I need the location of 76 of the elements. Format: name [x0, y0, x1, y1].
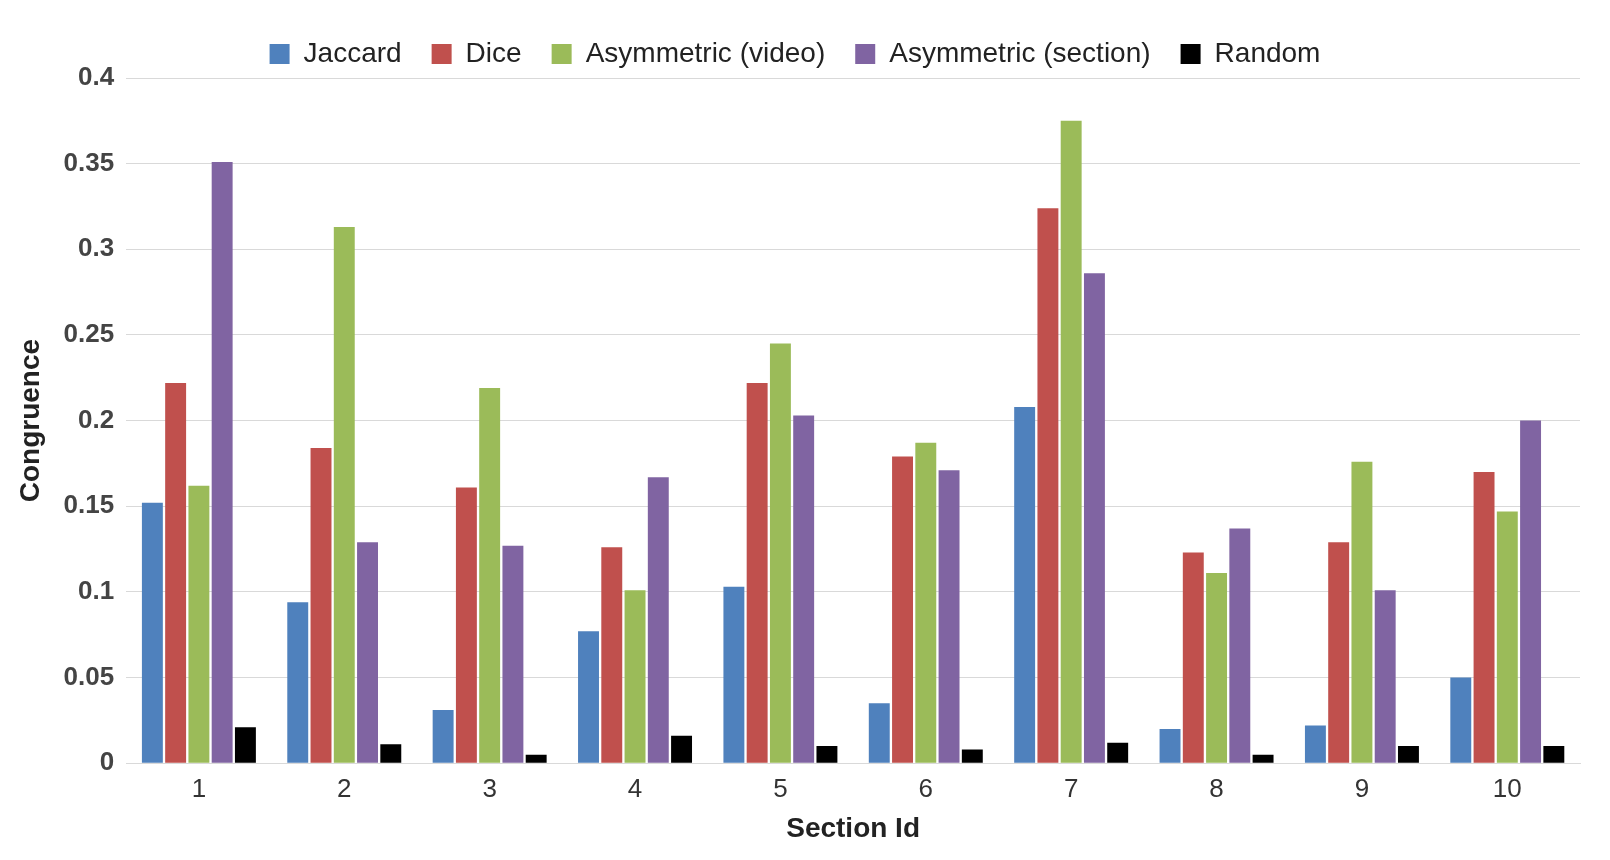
bar	[234, 727, 256, 763]
bar	[769, 343, 791, 763]
bar	[525, 754, 547, 763]
x-tick-label: 10	[1492, 772, 1522, 803]
y-tick-label: 0.1	[78, 575, 115, 606]
y-tick-label: 0.25	[63, 318, 115, 349]
bar	[380, 744, 402, 763]
bar	[188, 485, 210, 763]
y-tick-label: 0.3	[78, 232, 115, 263]
bar	[1107, 742, 1129, 763]
x-tick-label: 7	[1063, 772, 1079, 803]
bar	[1037, 208, 1059, 763]
bar	[455, 487, 477, 763]
bar	[578, 631, 599, 763]
bar	[1229, 528, 1251, 763]
legend-label: Jaccard	[303, 36, 402, 68]
bar	[479, 388, 501, 763]
y-tick-label: 0.4	[78, 61, 115, 92]
y-tick-label: 0.35	[63, 146, 115, 177]
bar	[647, 477, 669, 763]
bar	[1083, 273, 1105, 763]
y-tick-label: 0.2	[78, 403, 115, 434]
bar	[333, 227, 355, 763]
bar	[502, 545, 524, 763]
bar	[1473, 471, 1495, 763]
x-tick-label: 1	[191, 772, 207, 803]
bar	[1304, 725, 1326, 763]
bar	[1206, 573, 1228, 763]
y-tick-label: 0.15	[63, 489, 115, 520]
x-tick-label: 8	[1209, 772, 1224, 803]
y-tick-label: 0	[99, 746, 115, 777]
bar	[1374, 590, 1396, 763]
x-tick-label: 3	[482, 772, 497, 803]
legend-label: Asymmetric (section)	[889, 36, 1151, 68]
bar	[915, 442, 937, 763]
bar	[1351, 461, 1373, 763]
legend-label: Dice	[465, 36, 522, 68]
x-tick-label: 6	[918, 772, 934, 803]
bar	[892, 456, 913, 763]
bar	[1397, 746, 1419, 763]
legend-label: Random	[1214, 36, 1321, 68]
legend-label: Asymmetric (video)	[585, 36, 826, 68]
y-axis-title: Congruence	[13, 338, 45, 503]
bar	[1496, 511, 1518, 763]
bar	[141, 502, 163, 763]
bar	[793, 415, 815, 763]
bar	[287, 602, 309, 763]
bar	[1182, 552, 1204, 763]
x-axis-title: Section Id	[786, 811, 920, 843]
bar	[1520, 420, 1542, 763]
x-tick-label: 2	[337, 772, 352, 803]
bar	[938, 470, 960, 763]
bar	[432, 710, 454, 763]
bar	[211, 161, 233, 763]
bar	[1450, 677, 1472, 763]
bar	[310, 448, 332, 763]
bar	[624, 590, 646, 763]
bar	[1252, 754, 1274, 763]
bar	[601, 547, 623, 763]
bar	[671, 735, 693, 763]
x-tick-label: 4	[627, 772, 643, 803]
bar	[1060, 120, 1082, 763]
bar	[165, 382, 187, 763]
bar	[868, 703, 890, 763]
bar	[816, 746, 838, 763]
bar	[746, 382, 768, 763]
bar	[961, 749, 983, 763]
bar	[1159, 728, 1181, 763]
bar	[1014, 406, 1036, 763]
bar	[357, 542, 378, 763]
x-tick-label: 9	[1354, 772, 1370, 803]
bar	[723, 586, 745, 763]
bar	[1543, 746, 1565, 763]
x-tick-label: 5	[773, 772, 788, 803]
bar	[1328, 542, 1350, 763]
y-tick-label: 0.05	[63, 660, 115, 691]
